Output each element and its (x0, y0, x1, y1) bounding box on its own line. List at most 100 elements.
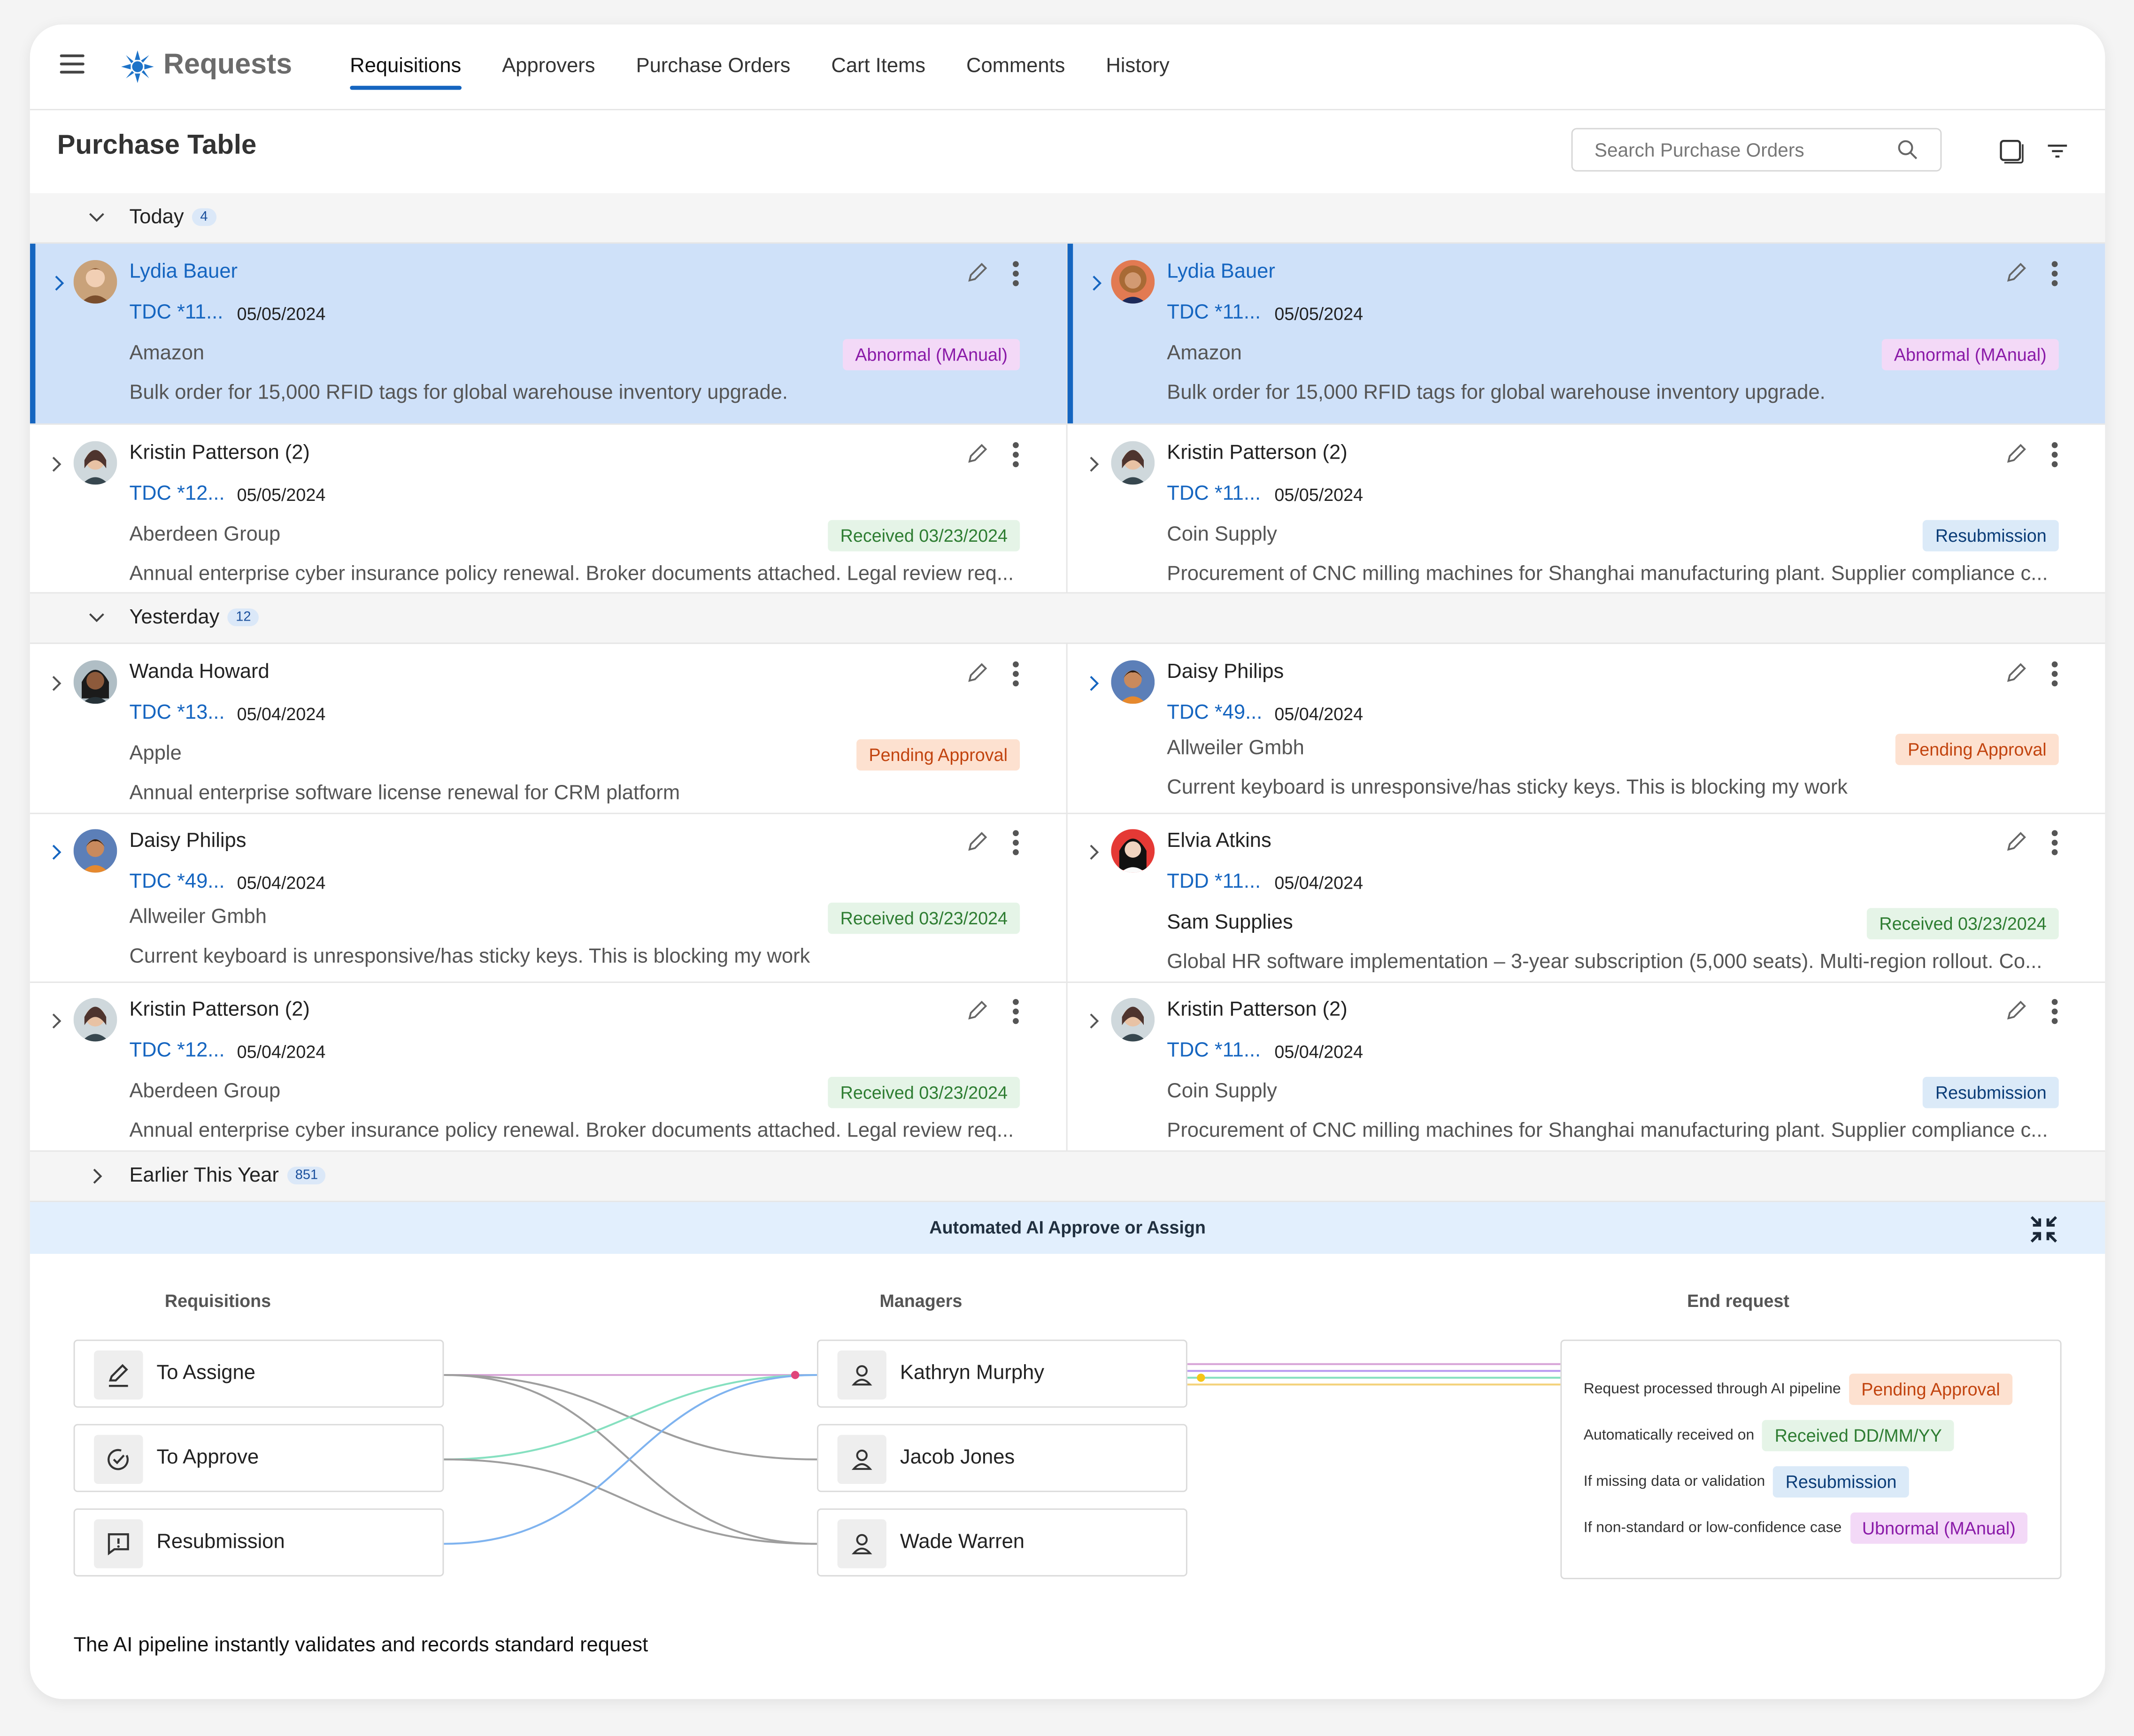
tab-requisitions[interactable]: Requisitions (330, 24, 482, 109)
chevron-right-icon[interactable] (49, 674, 65, 693)
requisition-node-to-approve[interactable]: To Approve (73, 1424, 444, 1492)
requester-name[interactable]: Lydia Bauer (1167, 260, 1275, 284)
table-row: Wanda Howard TDC *13... 05/04/2024 Apple… (30, 644, 2105, 814)
more-options-icon[interactable] (2050, 661, 2058, 688)
chevron-right-icon[interactable] (87, 1167, 107, 1186)
tab-cart-items[interactable]: Cart Items (831, 54, 926, 78)
tab-history[interactable]: History (1106, 54, 1170, 78)
more-options-icon[interactable] (2050, 260, 2058, 287)
vendor-name: Sam Supplies (1167, 911, 1293, 934)
request-code[interactable]: TDC *13... (129, 701, 225, 724)
automation-title: Automated AI Approve or Assign (929, 1217, 1206, 1238)
request-code[interactable]: TDC *49... (129, 870, 225, 893)
node-label: Kathryn Murphy (900, 1361, 1044, 1385)
more-options-icon[interactable] (1012, 441, 1020, 469)
tab-approvers[interactable]: Approvers (502, 54, 595, 78)
request-code[interactable]: TDC *11... (1167, 300, 1261, 324)
requester-name[interactable]: Kristin Patterson (2) (1167, 441, 1348, 464)
search-box[interactable] (1571, 128, 1942, 172)
collapse-icon[interactable] (2029, 1214, 2059, 1244)
edit-icon[interactable] (2004, 661, 2029, 685)
request-code[interactable]: TDC *49... (1167, 701, 1263, 724)
requester-name[interactable]: Wanda Howard (129, 660, 270, 684)
avatar (73, 829, 117, 873)
requisition-node-to-assign[interactable]: To Assigne (73, 1339, 444, 1408)
tab-purchase-orders[interactable]: Purchase Orders (636, 54, 791, 78)
chevron-right-icon[interactable] (52, 274, 68, 293)
more-options-icon[interactable] (2050, 998, 2058, 1025)
search-icon[interactable] (1897, 139, 1918, 161)
request-code[interactable]: TDD *11... (1167, 870, 1261, 893)
chevron-right-icon[interactable] (1086, 455, 1103, 474)
node-label: Wade Warren (900, 1530, 1025, 1553)
view-toggle-icon[interactable] (1997, 138, 2025, 165)
edit-icon[interactable] (2004, 829, 2029, 853)
vendor-name: Coin Supply (1167, 522, 1277, 546)
list-item[interactable]: Elvia Atkins TDD *11... 05/04/2024 Sam S… (1068, 813, 2105, 982)
request-date: 05/04/2024 (1274, 704, 1364, 724)
requester-name[interactable]: Elvia Atkins (1167, 829, 1271, 853)
chevron-right-icon[interactable] (1086, 843, 1103, 862)
edit-icon[interactable] (965, 829, 990, 853)
tab-comments[interactable]: Comments (966, 54, 1065, 78)
list-item[interactable]: Daisy Philips TDC *49... 05/04/2024 Allw… (1068, 644, 2105, 813)
requester-name[interactable]: Lydia Bauer (129, 260, 238, 284)
pipeline-description: The AI pipeline instantly validates and … (73, 1634, 648, 1657)
list-item[interactable]: Wanda Howard TDC *13... 05/04/2024 Apple… (30, 644, 1068, 813)
vendor-name: Coin Supply (1167, 1079, 1277, 1103)
edit-icon[interactable] (965, 998, 990, 1022)
manager-node-kathryn-murphy[interactable]: Kathryn Murphy (817, 1339, 1187, 1408)
request-code[interactable]: TDC *11... (1167, 1038, 1261, 1062)
end-request-column-header: End request (1687, 1290, 1789, 1311)
request-code[interactable]: TDC *11... (129, 300, 223, 324)
request-code[interactable]: TDC *12... (129, 1038, 225, 1062)
more-options-icon[interactable] (1012, 829, 1020, 856)
node-label: To Assigne (156, 1361, 255, 1385)
edit-icon[interactable] (965, 441, 990, 466)
list-item[interactable]: Daisy Philips TDC *49... 05/04/2024 Allw… (30, 813, 1068, 982)
edit-icon[interactable] (2004, 998, 2029, 1022)
chevron-right-icon[interactable] (1089, 274, 1106, 293)
more-options-icon[interactable] (2050, 441, 2058, 469)
more-options-icon[interactable] (1012, 661, 1020, 688)
filter-icon[interactable] (2044, 138, 2071, 165)
requester-name[interactable]: Kristin Patterson (2) (1167, 998, 1348, 1021)
requester-name[interactable]: Kristin Patterson (2) (129, 441, 310, 464)
menu-icon[interactable] (60, 54, 85, 74)
list-item[interactable]: Kristin Patterson (2) TDC *11... 05/05/2… (1068, 425, 2105, 592)
group-yesterday[interactable]: Yesterday 12 (30, 593, 2105, 644)
manager-node-wade-warren[interactable]: Wade Warren (817, 1508, 1187, 1577)
requester-name[interactable]: Daisy Philips (129, 829, 247, 853)
edit-icon[interactable] (965, 260, 990, 284)
chevron-right-icon[interactable] (49, 843, 65, 862)
chevron-right-icon[interactable] (49, 455, 65, 474)
requisition-node-resubmission[interactable]: Resubmission (73, 1508, 444, 1577)
edit-icon[interactable] (2004, 441, 2029, 466)
requester-name[interactable]: Daisy Philips (1167, 660, 1284, 684)
requester-name[interactable]: Kristin Patterson (2) (129, 998, 310, 1021)
list-item[interactable]: Kristin Patterson (2) TDC *12... 05/05/2… (30, 424, 1068, 592)
list-item[interactable]: Lydia Bauer TDC *11... 05/05/2024 Amazon… (1067, 244, 2105, 423)
chevron-right-icon[interactable] (49, 1012, 65, 1031)
list-item[interactable]: Kristin Patterson (2) TDC *11... 05/04/2… (1068, 982, 2105, 1151)
chevron-down-icon[interactable] (87, 208, 107, 228)
group-today[interactable]: Today 4 (30, 193, 2105, 244)
search-input[interactable] (1592, 137, 1883, 162)
more-options-icon[interactable] (2050, 829, 2058, 856)
list-item[interactable]: Kristin Patterson (2) TDC *12... 05/04/2… (30, 981, 1068, 1151)
chevron-down-icon[interactable] (87, 608, 107, 628)
vendor-name: Allweiler Gmbh (1167, 736, 1304, 760)
manager-node-jacob-jones[interactable]: Jacob Jones (817, 1424, 1187, 1492)
edit-icon[interactable] (2004, 260, 2029, 284)
list-item[interactable]: Lydia Bauer TDC *11... 05/05/2024 Amazon… (30, 244, 1068, 423)
group-earlier-this-year[interactable]: Earlier This Year 851 (30, 1152, 2105, 1202)
more-options-icon[interactable] (1012, 260, 1020, 287)
chevron-right-icon[interactable] (1086, 1012, 1103, 1031)
more-options-icon[interactable] (1012, 998, 1020, 1025)
request-code[interactable]: TDC *11... (1167, 482, 1261, 505)
chevron-right-icon[interactable] (1086, 674, 1103, 693)
avatar (73, 441, 117, 485)
managers-column-header: Managers (879, 1290, 963, 1311)
edit-icon[interactable] (965, 661, 990, 685)
request-code[interactable]: TDC *12... (129, 482, 225, 505)
